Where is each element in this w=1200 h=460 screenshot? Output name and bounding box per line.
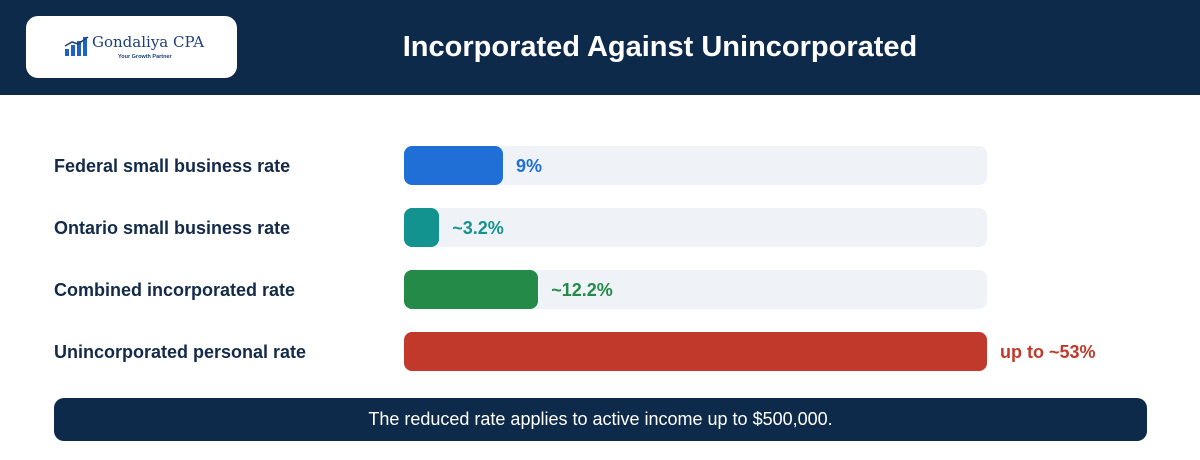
logo-name: Gondaliya CPA [92, 33, 205, 51]
bar-row-federal: Federal small business rate 9% [0, 146, 1200, 186]
bar-track [404, 208, 987, 247]
category-label: Unincorporated personal rate [54, 342, 307, 362]
bar-row-combined: Combined incorporated rate ~12.2% [0, 270, 1200, 310]
bar-unincorporated [404, 332, 987, 371]
footer-note: The reduced rate applies to active incom… [368, 409, 833, 429]
bar-combined [404, 270, 539, 309]
bar-row-unincorporated: Unincorporated personal rate up to ~53% [0, 332, 1200, 372]
category-label: Ontario small business rate [54, 218, 291, 238]
data-label: 9% [516, 156, 543, 176]
bar-chart-logo-icon [64, 36, 89, 56]
data-label: ~12.2% [551, 280, 613, 300]
header-banner: Gondaliya CPA Your Growth Partner Incorp… [0, 0, 1200, 95]
bar-federal [404, 146, 503, 185]
data-label: ~3.2% [452, 218, 504, 238]
footer-note-banner: The reduced rate applies to active incom… [54, 398, 1147, 441]
logo-tagline: Your Growth Partner [118, 54, 172, 60]
category-label: Federal small business rate [54, 156, 291, 176]
logo: Gondaliya CPA Your Growth Partner [26, 16, 237, 78]
data-label: up to ~53% [1000, 342, 1096, 362]
bar-row-ontario: Ontario small business rate ~3.2% [0, 208, 1200, 248]
chart-title: Incorporated Against Unincorporated [402, 31, 918, 63]
bar-ontario [404, 208, 440, 247]
category-label: Combined incorporated rate [54, 280, 296, 300]
